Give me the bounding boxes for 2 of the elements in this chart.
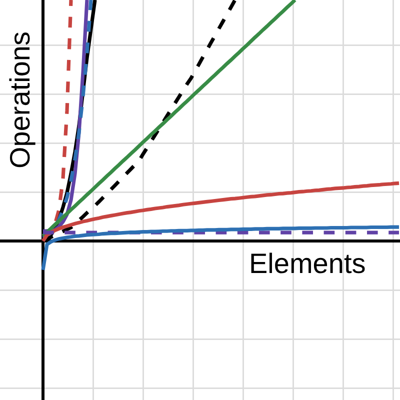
x-axis-title: Elements bbox=[249, 248, 366, 279]
y-axis-title: Operations bbox=[4, 32, 36, 168]
